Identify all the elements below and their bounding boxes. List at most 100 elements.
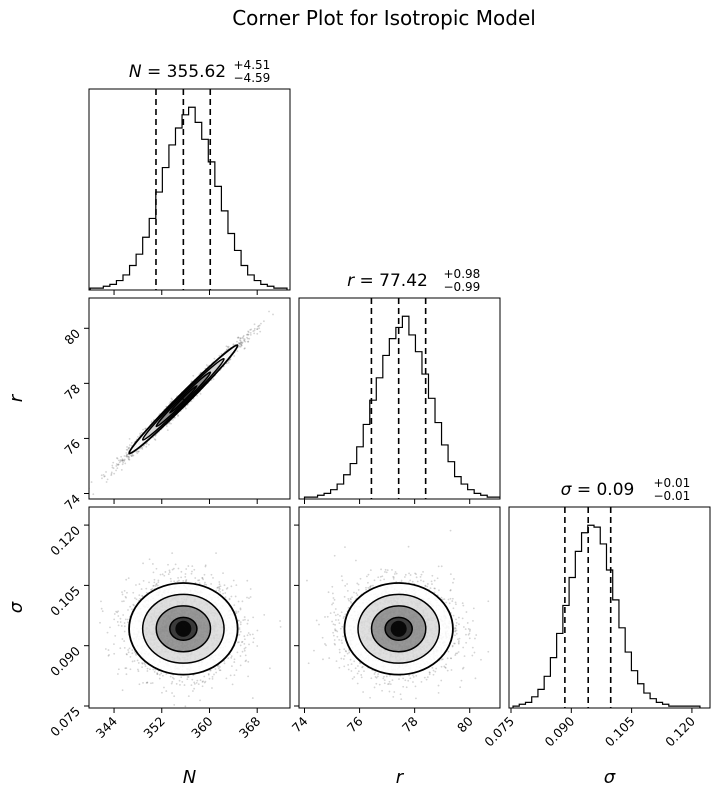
scatter-point xyxy=(203,583,206,586)
scatter-point xyxy=(180,676,183,679)
scatter-point xyxy=(178,679,181,682)
scatter-point xyxy=(238,633,241,636)
scatter-point xyxy=(199,699,201,702)
scatter-point xyxy=(204,565,207,568)
scatter-point xyxy=(241,341,244,344)
scatter-point xyxy=(211,687,213,689)
scatter-point xyxy=(107,649,110,651)
scatter-point xyxy=(243,649,246,652)
scatter-point xyxy=(163,574,166,577)
scatter-point xyxy=(239,664,242,667)
scatter-point xyxy=(205,583,208,586)
scatter-point xyxy=(250,328,253,331)
scatter-point xyxy=(207,672,210,675)
scatter-point xyxy=(121,459,124,462)
scatter-point xyxy=(237,342,240,344)
scatter-point xyxy=(197,683,200,686)
scatter-point xyxy=(253,332,256,335)
scatter-point xyxy=(231,683,234,686)
scatter-point xyxy=(117,615,120,617)
scatter-point xyxy=(187,565,190,567)
scatter-point xyxy=(146,441,149,444)
scatter-point xyxy=(244,660,247,663)
scatter-point xyxy=(122,461,125,464)
scatter-point xyxy=(148,558,151,561)
scatter-point xyxy=(172,567,175,570)
scatter-point xyxy=(127,447,130,450)
scatter-point xyxy=(132,454,135,457)
scatter-point xyxy=(137,670,140,673)
scatter-point xyxy=(116,464,119,466)
scatter-point xyxy=(167,563,169,566)
scatter-point xyxy=(212,577,214,579)
scatter-point xyxy=(184,575,187,578)
scatter-point xyxy=(146,681,149,684)
scatter-point xyxy=(146,670,149,672)
scatter-point xyxy=(105,481,108,483)
scatter-point xyxy=(192,690,194,692)
scatter-point xyxy=(249,588,252,590)
scatter-point xyxy=(128,446,131,449)
scatter-point xyxy=(150,588,153,591)
scatter-point xyxy=(223,662,226,665)
scatter-point xyxy=(126,618,129,621)
scatter-point xyxy=(127,458,130,461)
scatter-point xyxy=(238,342,241,345)
scatter-point xyxy=(134,597,136,600)
scatter-point xyxy=(196,679,199,682)
scatter-point xyxy=(168,422,171,425)
scatter-point xyxy=(215,552,217,555)
scatter-point xyxy=(121,459,123,462)
scatter-point xyxy=(127,447,130,450)
scatter-point xyxy=(110,471,113,474)
scatter-point xyxy=(156,673,159,676)
scatter-point xyxy=(141,431,143,434)
scatter-point xyxy=(203,675,206,678)
scatter-point xyxy=(123,625,126,628)
scatter-point xyxy=(253,323,256,326)
scatter-point xyxy=(125,653,128,655)
scatter-point xyxy=(269,667,271,670)
scatter-point xyxy=(226,345,229,348)
scatter-point xyxy=(119,617,122,620)
scatter-point xyxy=(202,680,204,683)
scatter-point xyxy=(185,580,188,582)
scatter-point xyxy=(136,659,139,662)
scatter-point xyxy=(133,604,135,607)
scatter-point xyxy=(218,589,220,592)
scatter-point xyxy=(169,401,172,403)
scatter-point xyxy=(239,341,242,344)
scatter-point xyxy=(126,453,129,456)
scatter-point xyxy=(100,607,103,610)
scatter-point xyxy=(136,452,139,455)
scatter-point xyxy=(127,609,129,611)
scatter-point xyxy=(240,341,243,344)
scatter-point xyxy=(225,362,228,365)
scatter-point xyxy=(219,590,222,593)
scatter-point xyxy=(115,465,118,467)
scatter-point xyxy=(204,581,206,584)
panel-title-plus-sigma: +0.01 xyxy=(654,476,691,490)
scatter-point xyxy=(144,665,147,668)
scatter-point xyxy=(113,643,115,646)
scatter-point xyxy=(180,576,183,579)
scatter-point xyxy=(173,677,175,680)
scatter-point xyxy=(256,328,259,330)
scatter-point xyxy=(119,621,122,623)
scatter-point xyxy=(236,641,239,644)
scatter-point xyxy=(257,325,259,328)
scatter-point xyxy=(191,570,193,573)
scatter-point xyxy=(245,333,248,336)
scatter-point xyxy=(121,458,124,461)
scatter-point xyxy=(203,681,206,684)
scatter-point xyxy=(207,673,210,676)
scatter-point xyxy=(123,622,126,624)
scatter-point xyxy=(141,595,144,598)
scatter-point xyxy=(262,320,265,323)
scatter-point xyxy=(156,672,159,674)
scatter-point xyxy=(130,455,133,457)
scatter-point xyxy=(137,668,139,671)
scatter-point xyxy=(184,580,187,583)
hist-frame-r xyxy=(298,297,501,500)
scatter-point xyxy=(101,477,103,480)
